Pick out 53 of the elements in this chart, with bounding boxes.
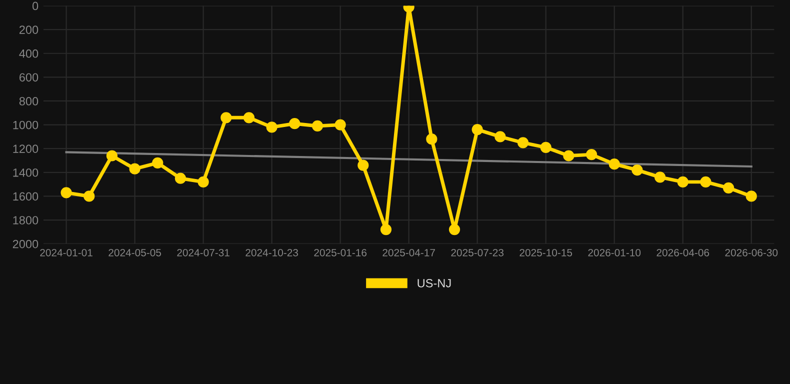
x-tick-label: 2025-07-23	[451, 248, 504, 256]
x-tick-label: 2024-07-31	[177, 248, 230, 256]
point	[106, 150, 118, 162]
point	[517, 137, 529, 148]
y-tick-label: 600	[19, 73, 38, 82]
point	[312, 120, 324, 132]
y-tick-label: 1800	[13, 216, 38, 224]
y-tick-label: 800	[19, 97, 38, 106]
point	[654, 172, 666, 183]
point	[746, 190, 757, 202]
y-tick-label: 1000	[13, 120, 38, 130]
legend-label: US-NJ	[418, 279, 451, 288]
point	[608, 158, 620, 170]
point	[334, 119, 346, 130]
point	[174, 172, 186, 184]
x-tick-label: 2024-01-01	[40, 248, 92, 256]
x-tick-label: 2024-05-05	[108, 248, 161, 256]
y-tick-label: 1600	[13, 192, 38, 201]
point	[700, 176, 712, 188]
point	[129, 163, 140, 174]
y-tick-label: 400	[19, 49, 38, 58]
point	[448, 224, 460, 236]
point	[472, 124, 483, 136]
point	[380, 224, 392, 236]
x-tick-label: 2025-04-17	[382, 248, 435, 256]
point	[632, 164, 643, 176]
y-tick-label: 1200	[13, 144, 38, 153]
point	[586, 149, 598, 160]
x-tick-label: 2025-01-16	[314, 248, 367, 256]
point	[198, 176, 209, 188]
point	[60, 187, 72, 198]
x-tick-label: 2025-10-15	[520, 248, 572, 256]
y-tick-label: 2000	[12, 240, 38, 248]
point	[677, 176, 688, 188]
point	[540, 142, 552, 153]
point	[358, 160, 369, 171]
point	[289, 118, 300, 130]
point	[152, 157, 164, 168]
y-tick-label: 0	[32, 2, 38, 10]
x-tick-label: 2024-10-23	[246, 248, 298, 256]
point	[563, 150, 574, 162]
y-tick-label: 200	[19, 26, 38, 34]
y-tick-label: 1400	[13, 168, 38, 177]
point	[84, 190, 95, 202]
point	[722, 182, 734, 194]
point	[266, 122, 278, 133]
point	[426, 134, 438, 145]
x-tick-label: 2026-04-06	[656, 248, 710, 256]
point	[220, 112, 232, 124]
point	[494, 131, 506, 142]
x-tick-label: 2026-01-10	[588, 248, 641, 256]
x-tick-label: 2026-06-30	[725, 248, 778, 256]
point	[243, 112, 255, 124]
